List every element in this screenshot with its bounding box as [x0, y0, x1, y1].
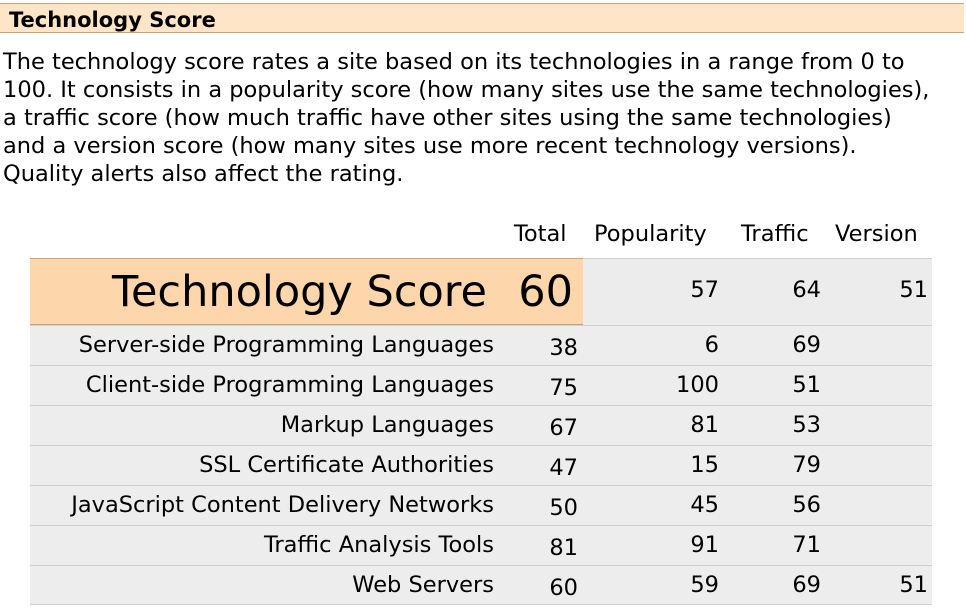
table-row: Markup Languages 67 81 53 [30, 405, 932, 445]
row-total: 47 [549, 455, 578, 481]
row-category: Markup Languages [280, 412, 494, 438]
table-row: Traffic Analysis Tools 81 91 71 [30, 525, 932, 565]
row-popularity: 45 [690, 492, 719, 518]
row-traffic: 53 [792, 412, 821, 438]
row-category: JavaScript Content Delivery Networks [71, 492, 494, 518]
row-popularity: 81 [690, 412, 719, 438]
table-row: SSL Certificate Authorities 47 15 79 [30, 445, 932, 485]
table-row: Server-side Programming Languages 38 6 6… [30, 325, 932, 365]
summary-total-score: 60 [518, 267, 573, 317]
row-version: 51 [899, 572, 928, 598]
summary-version-score: 51 [899, 277, 928, 303]
row-category: SSL Certificate Authorities [199, 452, 494, 478]
row-traffic: 71 [792, 532, 821, 558]
row-total: 38 [549, 335, 578, 361]
row-category: Client-side Programming Languages [85, 372, 494, 398]
section-title: Technology Score [9, 8, 216, 32]
row-traffic: 51 [792, 372, 821, 398]
row-total: 81 [549, 535, 578, 561]
row-popularity: 6 [704, 332, 719, 358]
column-header-popularity: Popularity [594, 221, 707, 247]
column-header-traffic: Traffic [741, 221, 809, 247]
row-popularity: 59 [690, 572, 719, 598]
row-category: Traffic Analysis Tools [263, 532, 494, 558]
row-popularity: 100 [676, 372, 719, 398]
table-row: Client-side Programming Languages 75 100… [30, 365, 932, 405]
row-popularity: 15 [690, 452, 719, 478]
row-total: 75 [549, 375, 578, 401]
row-total: 60 [549, 575, 578, 601]
summary-popularity-score: 57 [690, 277, 719, 303]
row-category: Web Servers [352, 572, 494, 598]
row-traffic: 69 [792, 332, 821, 358]
summary-traffic-score: 64 [792, 277, 821, 303]
column-header-total: Total [514, 221, 567, 247]
column-header-version: Version [835, 221, 918, 247]
row-popularity: 91 [690, 532, 719, 558]
section-header: Technology Score [0, 3, 964, 33]
row-total: 67 [549, 415, 578, 441]
table-row: Web Servers 60 59 69 51 [30, 565, 932, 605]
row-category: Server-side Programming Languages [78, 332, 494, 358]
row-traffic: 79 [792, 452, 821, 478]
table-row: JavaScript Content Delivery Networks 50 … [30, 485, 932, 525]
intro-paragraph: The technology score rates a site based … [3, 49, 930, 187]
summary-label: Technology Score [112, 267, 487, 317]
row-traffic: 69 [792, 572, 821, 598]
summary-highlight [30, 258, 583, 325]
row-total: 50 [549, 495, 578, 521]
row-traffic: 56 [792, 492, 821, 518]
